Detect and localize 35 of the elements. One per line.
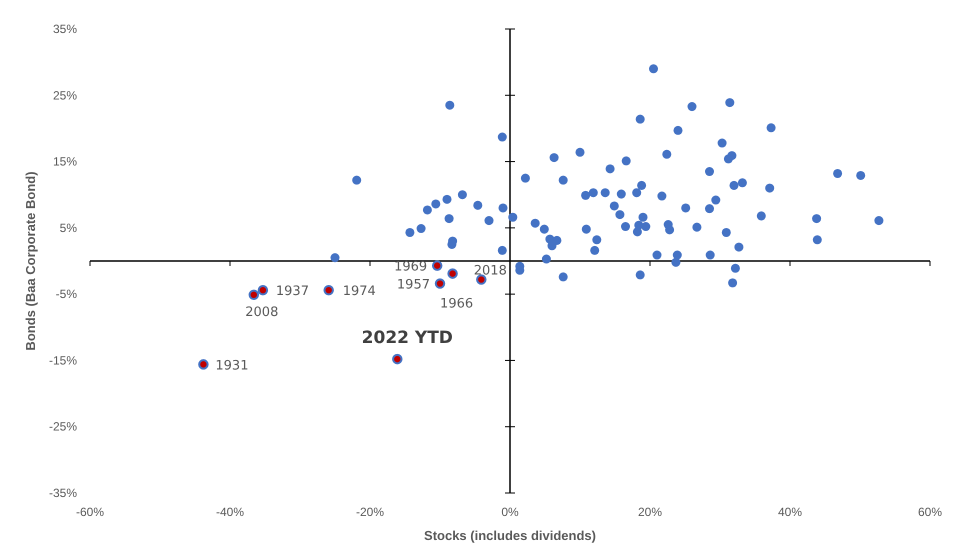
- y-tick-label: -5%: [56, 287, 78, 302]
- x-tick-label: -60%: [76, 505, 104, 519]
- point: [392, 354, 403, 364]
- x-tick-label: 0%: [501, 505, 519, 519]
- y-tick-label: -25%: [48, 420, 78, 434]
- y-axis-title: Bonds (Baa Corporate Bond): [23, 171, 38, 351]
- x-tick-label: 20%: [638, 505, 662, 519]
- x-tick-label: -40%: [216, 505, 244, 519]
- point: [432, 260, 442, 271]
- y-tick-label: -35%: [48, 486, 78, 500]
- point: [248, 290, 260, 300]
- annotation: 1974: [342, 284, 376, 300]
- x-axis-title: Stocks (includes dividends): [424, 528, 596, 543]
- y-tick-label: 15%: [52, 154, 78, 169]
- y-tick-label: -15%: [48, 353, 78, 368]
- annotation: 2022 YTD: [362, 328, 453, 348]
- annotation: 1957: [396, 278, 430, 293]
- point: [258, 284, 268, 296]
- point: [323, 284, 334, 296]
- annotation: 1931: [215, 358, 248, 374]
- point: [447, 268, 458, 279]
- x-tick-label: 40%: [778, 505, 802, 519]
- y-tick-label: 25%: [52, 88, 78, 102]
- x-tick-label: 60%: [918, 505, 942, 519]
- point: [434, 278, 446, 289]
- annotation: 2018: [474, 264, 507, 279]
- y-tick-label: 35%: [52, 22, 78, 36]
- annotation: 1969: [394, 260, 428, 275]
- x-tick-label: -20%: [356, 505, 384, 519]
- point: [198, 359, 209, 370]
- annotation: 1937: [276, 284, 309, 300]
- y-tick-label: 5%: [60, 220, 78, 235]
- annotation: 2008: [245, 304, 278, 320]
- point: [476, 274, 487, 285]
- annotation: 1966: [440, 296, 474, 312]
